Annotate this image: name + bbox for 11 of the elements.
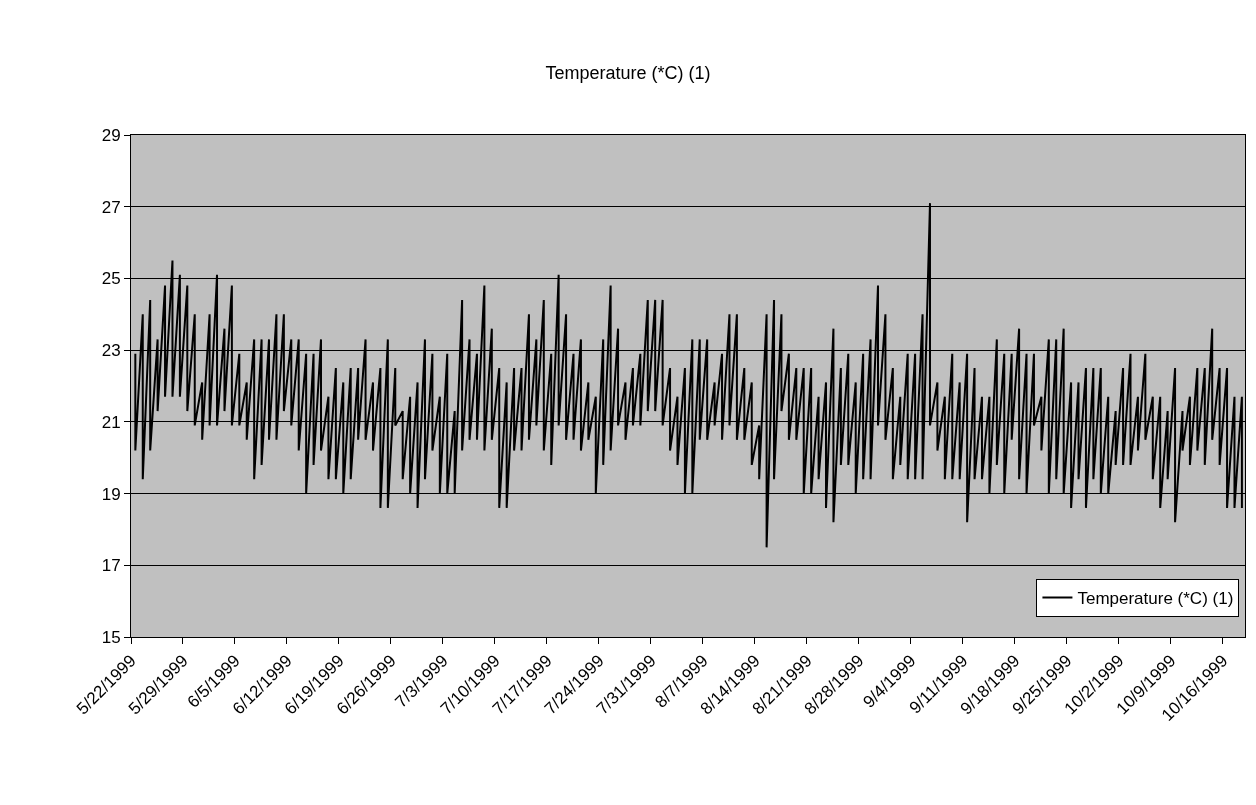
chart-title: Temperature (*C) (1) [545, 62, 711, 83]
y-tick-label: 25 [101, 269, 121, 289]
y-tick-label: 27 [101, 197, 121, 217]
line-series [134, 202, 1243, 549]
y-tick-label: 21 [101, 412, 121, 432]
y-tick-label: 19 [101, 484, 121, 504]
y-tick-label: 17 [101, 556, 121, 576]
y-tick-label: 15 [101, 627, 121, 647]
y-tick-label: 29 [101, 125, 121, 145]
y-tick-label: 23 [101, 341, 121, 361]
legend-label: Temperature (*C) (1) [1077, 589, 1234, 609]
